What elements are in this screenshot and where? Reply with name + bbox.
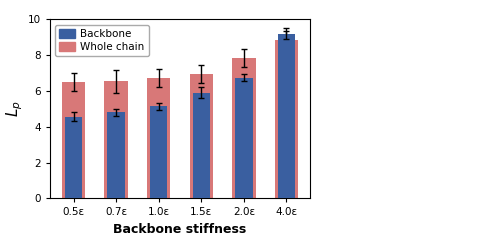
Bar [147,77,171,198]
X-axis label: Backbone stiffness: Backbone stiffness [114,223,246,236]
Bar [275,40,298,198]
Bar [64,117,82,198]
Bar [108,113,125,198]
Bar [232,58,256,198]
Bar [150,106,168,198]
Bar [192,93,210,198]
Legend: Backbone, Whole chain: Backbone, Whole chain [55,25,148,56]
Bar [190,74,213,198]
Bar [235,77,252,198]
Y-axis label: $L_p$: $L_p$ [4,100,25,117]
Bar [278,34,295,198]
Bar [104,81,128,198]
Bar [62,82,85,198]
